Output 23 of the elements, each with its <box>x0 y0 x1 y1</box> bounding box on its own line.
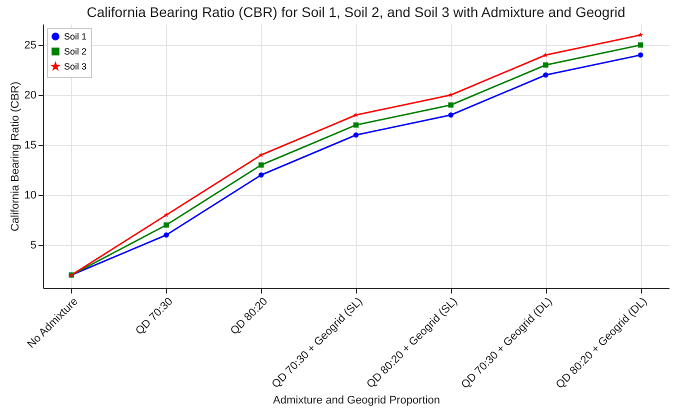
chart-title: California Bearing Ratio (CBR) for Soil 1, Soil 2, and Soil 3 with Admixture and Geogrid <box>86 4 626 20</box>
legend-label: Soil 3 <box>64 62 87 72</box>
y-tick-label: 25 <box>24 40 36 52</box>
x-axis-title: Admixture and Geogrid Proportion <box>273 394 440 406</box>
point <box>448 112 454 118</box>
point <box>543 72 548 78</box>
point <box>164 212 169 218</box>
y-tick-label: 5 <box>30 240 36 252</box>
point <box>258 162 264 168</box>
y-tick-label: 10 <box>24 190 36 202</box>
point <box>638 52 644 58</box>
legend-label: Soil 2 <box>64 46 87 56</box>
legend-label: Soil 1 <box>64 32 87 42</box>
y-tick-label: 20 <box>24 90 36 102</box>
point <box>638 32 644 38</box>
point <box>164 232 169 238</box>
point <box>353 132 359 138</box>
point <box>543 62 548 68</box>
point <box>448 102 454 108</box>
point <box>258 172 264 178</box>
y-axis-title: California Bearing Ratio (CBR) <box>9 82 22 232</box>
y-tick-label: 15 <box>24 140 36 152</box>
point <box>164 222 169 228</box>
